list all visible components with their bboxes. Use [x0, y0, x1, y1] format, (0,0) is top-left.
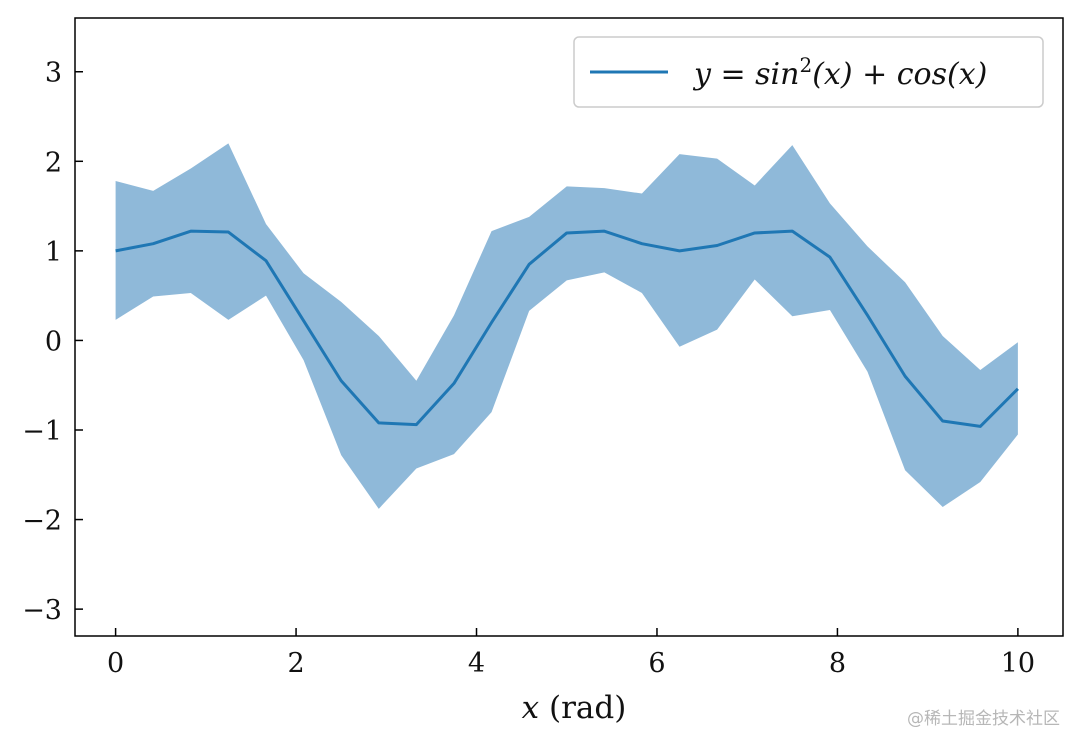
watermark: @稀土掘金技术社区 — [907, 709, 1060, 729]
y-tick-label: 1 — [45, 237, 62, 268]
y-tick-label: −1 — [22, 416, 62, 447]
x-axis-label-unit: (rad) — [539, 690, 626, 726]
x-tick-label: 10 — [1001, 648, 1035, 679]
x-tick-label: 8 — [829, 648, 846, 679]
legend-label-rest: (x) + cos(x) — [812, 57, 987, 92]
y-tick-label: 2 — [45, 147, 62, 178]
legend-label-main: y = sin — [692, 57, 799, 92]
x-axis-ticks: 0 2 4 6 8 10 — [107, 628, 1035, 679]
x-tick-label: 0 — [107, 648, 124, 679]
y-axis-ticks: −3 −2 −1 0 1 2 3 — [22, 58, 83, 626]
confidence-bands — [115, 143, 1018, 509]
legend: y = sin2(x) + cos(x) — [573, 36, 1044, 108]
y-tick-label: −3 — [22, 595, 62, 626]
y-tick-label: −2 — [22, 506, 62, 537]
legend-label-superscript: 2 — [799, 53, 812, 77]
x-tick-label: 6 — [648, 648, 665, 679]
legend-label: y = sin2(x) + cos(x) — [692, 53, 987, 92]
y-tick-label: 3 — [45, 58, 62, 89]
y-tick-label: 0 — [45, 326, 62, 357]
x-tick-label: 2 — [287, 648, 304, 679]
confidence-band-0 — [115, 143, 1018, 509]
plot-frame — [74, 17, 1064, 637]
x-axis-label-var: x — [522, 690, 540, 726]
x-axis-label: x (rad) — [522, 690, 627, 726]
series-lines — [115, 229, 1019, 428]
legend-box — [573, 36, 1044, 108]
x-tick-label: 4 — [468, 648, 485, 679]
